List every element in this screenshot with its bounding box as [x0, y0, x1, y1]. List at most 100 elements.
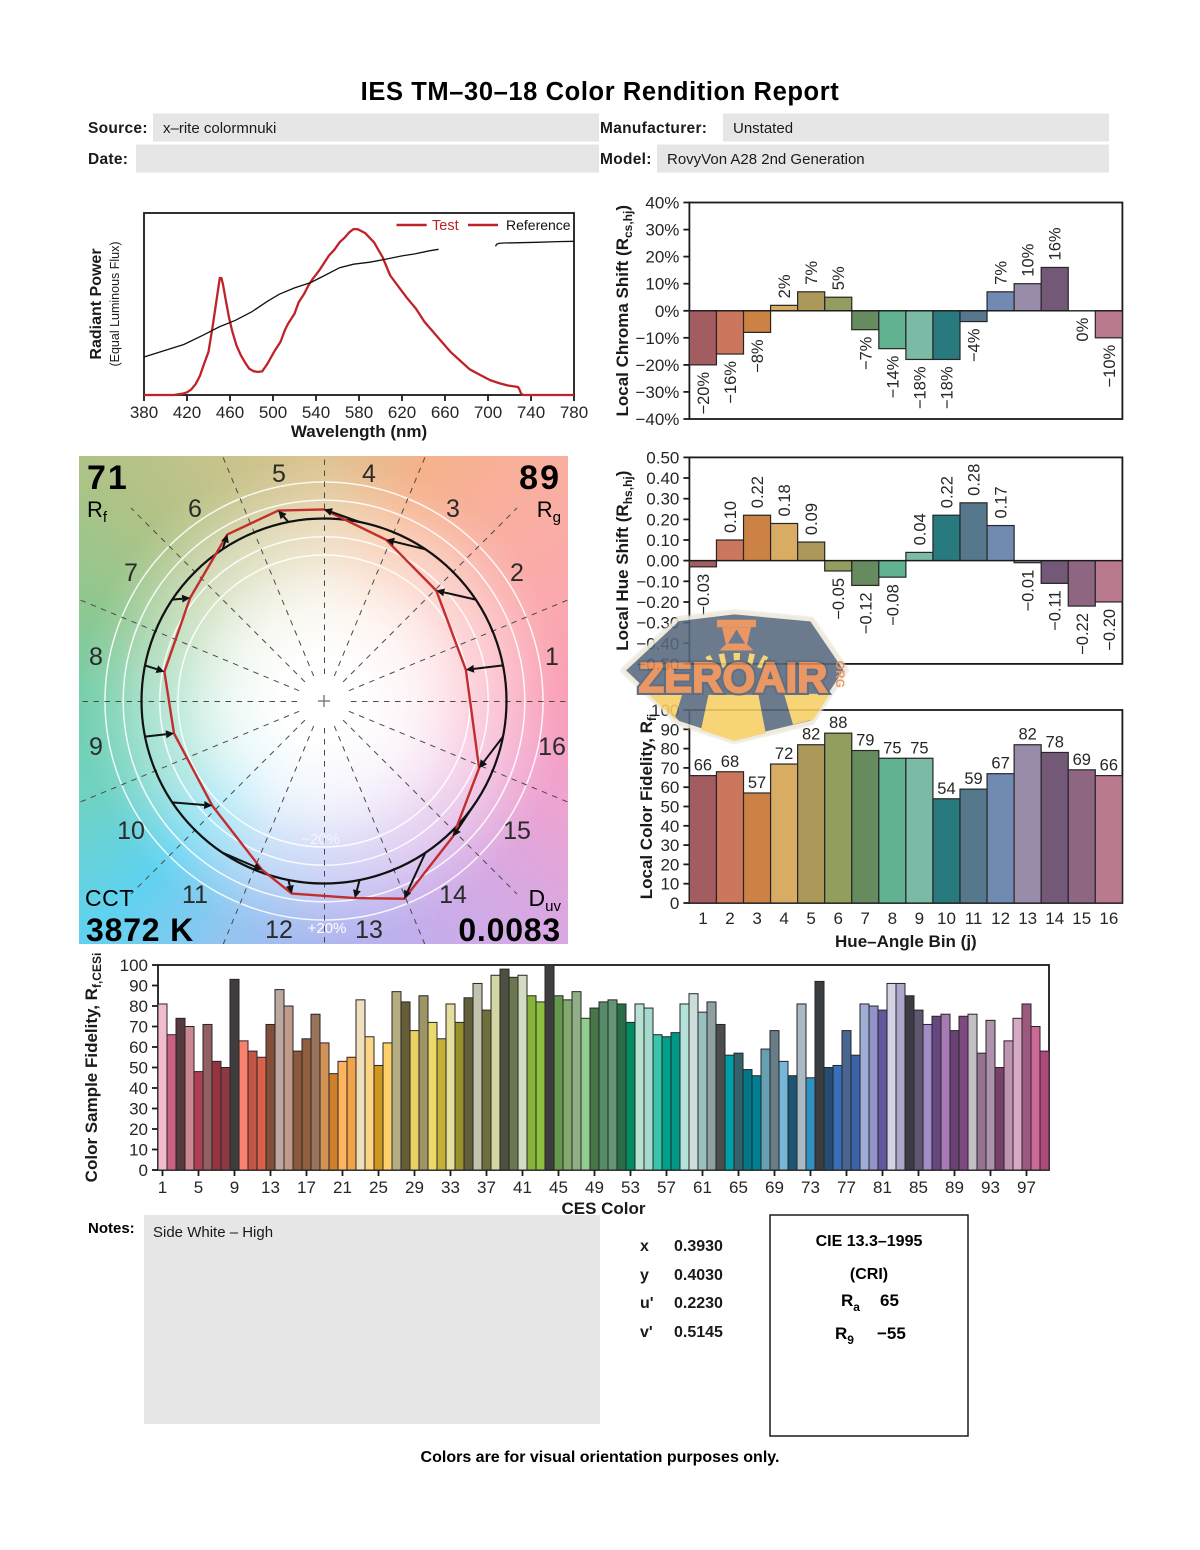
svg-text:9: 9	[230, 1178, 239, 1197]
svg-text:Local Chroma Shift (Rcs,hj): Local Chroma Shift (Rcs,hj)	[613, 205, 635, 417]
svg-text:7: 7	[124, 559, 138, 587]
svg-text:5: 5	[272, 460, 286, 488]
svg-text:Hue–Angle Bin (j): Hue–Angle Bin (j)	[835, 932, 977, 951]
svg-text:59: 59	[964, 770, 982, 788]
svg-text:0.50: 0.50	[646, 448, 679, 467]
svg-text:40: 40	[660, 817, 679, 836]
svg-text:−20%: −20%	[301, 831, 340, 848]
svg-text:0.20: 0.20	[646, 510, 679, 529]
svg-text:−0.08: −0.08	[884, 584, 902, 626]
svg-text:CCT: CCT	[85, 885, 134, 911]
svg-text:45: 45	[549, 1178, 568, 1197]
svg-text:71: 71	[87, 459, 129, 497]
svg-text:9: 9	[915, 909, 924, 928]
svg-text:660: 660	[431, 403, 459, 422]
svg-text:Side White – High: Side White – High	[153, 1224, 273, 1241]
svg-text:8: 8	[888, 909, 897, 928]
svg-text:460: 460	[216, 403, 244, 422]
svg-text:Radiant Power: Radiant Power	[88, 248, 105, 359]
svg-text:0.17: 0.17	[993, 486, 1011, 518]
svg-text:16: 16	[538, 733, 566, 761]
svg-text:77: 77	[837, 1178, 856, 1197]
svg-text:3872 K: 3872 K	[86, 912, 194, 948]
svg-text:RovyVon A28 2nd Generation: RovyVon A28 2nd Generation	[667, 151, 865, 168]
svg-text:97: 97	[1017, 1178, 1036, 1197]
svg-text:82: 82	[1018, 726, 1036, 744]
svg-text:5: 5	[806, 909, 815, 928]
svg-text:89: 89	[945, 1178, 964, 1197]
svg-text:Wavelength (nm): Wavelength (nm)	[291, 422, 427, 441]
svg-text:78: 78	[1046, 733, 1064, 751]
svg-text:2: 2	[725, 909, 734, 928]
svg-text:41: 41	[513, 1178, 532, 1197]
svg-text:Model:: Model:	[600, 151, 652, 168]
svg-text:−18%: −18%	[938, 366, 956, 409]
svg-text:0.2230: 0.2230	[674, 1295, 723, 1312]
svg-text:10: 10	[937, 909, 956, 928]
svg-text:−40%: −40%	[635, 410, 679, 429]
svg-text:61: 61	[693, 1178, 712, 1197]
svg-text:100: 100	[120, 956, 148, 975]
svg-text:20: 20	[129, 1120, 148, 1139]
svg-text:ZEROAIR: ZEROAIR	[639, 654, 828, 701]
svg-text:0.5145: 0.5145	[674, 1324, 723, 1341]
svg-text:10: 10	[129, 1141, 148, 1160]
svg-text:93: 93	[981, 1178, 1000, 1197]
svg-text:66: 66	[1100, 757, 1118, 775]
svg-text:−0.05: −0.05	[830, 578, 848, 620]
svg-text:Rg: Rg	[537, 497, 561, 526]
svg-text:10%: 10%	[645, 275, 679, 294]
svg-text:−0.20: −0.20	[636, 593, 679, 612]
svg-text:8: 8	[89, 643, 103, 671]
svg-text:0.22: 0.22	[938, 476, 956, 508]
svg-text:(CRI): (CRI)	[850, 1266, 888, 1283]
svg-text:R9: R9	[835, 1324, 854, 1347]
svg-text:68: 68	[721, 753, 739, 771]
svg-text:−0.10: −0.10	[636, 572, 679, 591]
svg-text:0.18: 0.18	[776, 484, 794, 516]
svg-text:−10%: −10%	[635, 329, 679, 348]
svg-text:10: 10	[117, 817, 145, 845]
svg-text:20: 20	[660, 855, 679, 874]
svg-text:75: 75	[910, 739, 928, 757]
svg-text:82: 82	[802, 726, 820, 744]
svg-text:Reference: Reference	[506, 217, 571, 233]
svg-text:21: 21	[333, 1178, 352, 1197]
svg-text:80: 80	[660, 740, 679, 759]
svg-text:+20%: +20%	[308, 920, 347, 937]
svg-text:−4%: −4%	[966, 328, 984, 362]
svg-text:0%: 0%	[1074, 317, 1092, 341]
svg-text:2%: 2%	[776, 274, 794, 298]
svg-text:−0.03: −0.03	[695, 574, 713, 616]
svg-text:x–rite colormnuki: x–rite colormnuki	[163, 120, 276, 137]
svg-text:33: 33	[441, 1178, 460, 1197]
svg-text:75: 75	[883, 739, 901, 757]
svg-text:16: 16	[1099, 909, 1118, 928]
svg-text:90: 90	[129, 977, 148, 996]
svg-text:1: 1	[698, 909, 707, 928]
svg-text:2: 2	[510, 559, 524, 587]
svg-text:60: 60	[660, 778, 679, 797]
svg-text:66: 66	[694, 757, 712, 775]
svg-text:−7%: −7%	[857, 336, 875, 370]
svg-text:0.0083: 0.0083	[458, 912, 561, 948]
svg-text:57: 57	[748, 774, 766, 792]
svg-text:−16%: −16%	[722, 361, 740, 404]
svg-text:Duv: Duv	[529, 885, 562, 915]
svg-text:12: 12	[991, 909, 1010, 928]
svg-text:0.28: 0.28	[966, 464, 984, 496]
svg-text:(Equal Luminous Flux): (Equal Luminous Flux)	[108, 241, 122, 366]
svg-text:60: 60	[129, 1038, 148, 1057]
svg-text:−14%: −14%	[884, 355, 902, 398]
svg-text:−0.20: −0.20	[1101, 609, 1119, 651]
svg-text:50: 50	[660, 798, 679, 817]
svg-text:65: 65	[880, 1291, 899, 1310]
svg-text:17: 17	[297, 1178, 316, 1197]
svg-text:40%: 40%	[645, 194, 679, 213]
svg-text:−20%: −20%	[635, 356, 679, 375]
svg-text:14: 14	[1045, 909, 1064, 928]
svg-text:30: 30	[660, 836, 679, 855]
svg-text:37: 37	[477, 1178, 496, 1197]
svg-text:620: 620	[388, 403, 416, 422]
svg-text:0: 0	[670, 894, 679, 913]
